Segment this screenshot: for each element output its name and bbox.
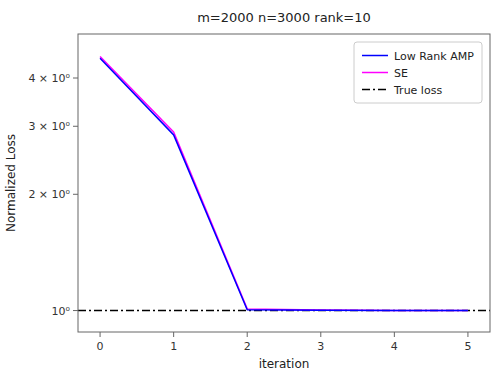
x-tick [394,332,395,337]
y-tick-label: 2 × 10⁰ [28,188,70,201]
x-tick-label: 4 [391,340,398,353]
legend: Low Rank AMP SE True loss [354,42,482,103]
x-tick [247,332,248,337]
x-tick [173,332,174,337]
plot-background [78,34,490,332]
x-tick-label: 1 [170,340,177,353]
x-tick-label: 2 [244,340,251,353]
legend-label: True loss [393,84,442,97]
title: m=2000 n=3000 rank=10 [197,10,371,25]
x-tick-label: 5 [464,340,471,353]
y-axis-label: Normalized Loss [4,134,18,232]
legend-label: Low Rank AMP [394,50,474,63]
y-tick [73,310,78,311]
y-tick-label: 10⁰ [52,305,71,318]
x-tick [320,332,321,337]
plot-frame [78,34,490,332]
chart: 0 1 2 3 4 5 10⁰ 2 × 10⁰ 3 × 10⁰ 4 × 10⁰ m=2000 n=3… [0,0,504,378]
plot-data [78,56,490,310]
legend-box [354,42,482,103]
y-tick [73,126,78,127]
x-axis-label: iteration [259,357,310,371]
y-tick-label: 4 × 10⁰ [28,72,70,85]
y-tick-label: 3 × 10⁰ [28,120,70,133]
x-tick-label: 3 [317,340,324,353]
legend-swatch [362,72,388,74]
series-line [100,56,468,310]
x-tick [467,332,468,337]
legend-swatch [362,55,388,57]
y-tick [73,194,78,195]
x-tick-label: 0 [97,340,104,353]
series-line [100,58,468,310]
y-tick [73,78,78,79]
legend-label: SE [394,67,408,80]
x-tick [100,332,101,337]
legend-swatch [362,89,388,91]
